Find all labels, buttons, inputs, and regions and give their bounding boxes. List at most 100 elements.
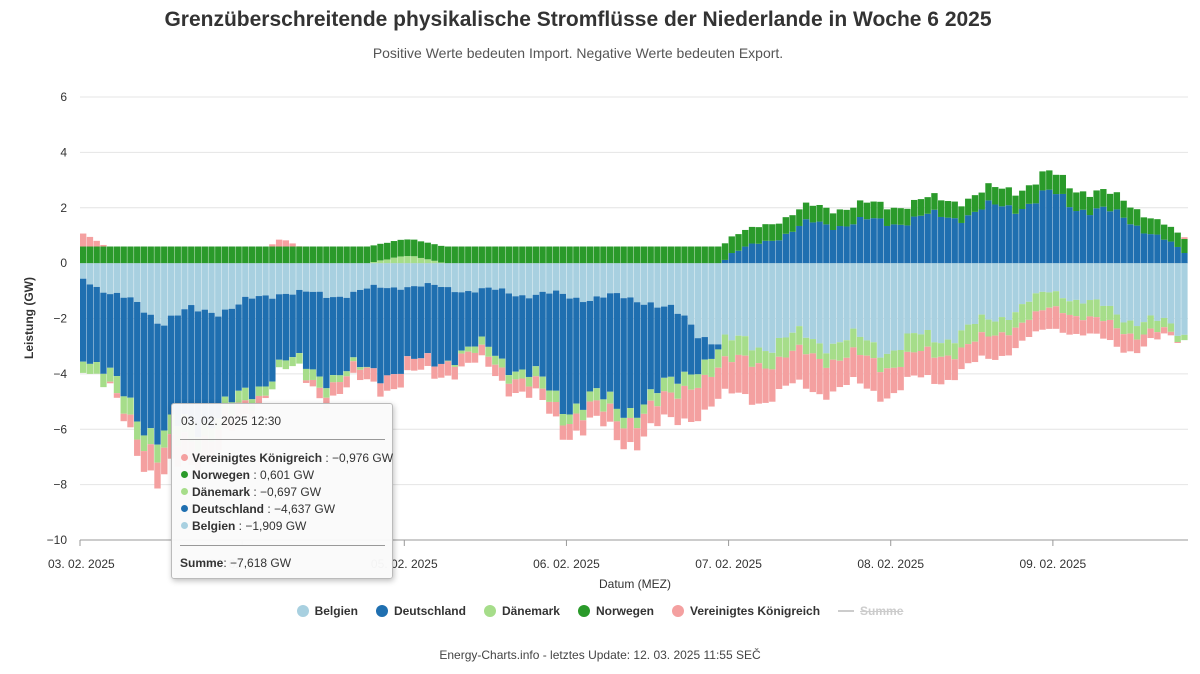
bar-vereinigtes-königreich[interactable] (742, 355, 749, 395)
bar-dänemark[interactable] (978, 314, 985, 333)
bar-norwegen[interactable] (343, 246, 350, 264)
bar-dänemark[interactable] (512, 371, 519, 380)
bar-vereinigtes-königreich[interactable] (404, 356, 411, 371)
bar-belgien[interactable] (634, 263, 641, 303)
bar-dänemark[interactable] (998, 317, 1006, 333)
bar-deutschland[interactable] (1032, 203, 1039, 264)
bar-norwegen[interactable] (1181, 238, 1188, 253)
bar-deutschland[interactable] (985, 200, 992, 264)
bar-dänemark[interactable] (634, 417, 641, 429)
bar-deutschland[interactable] (1019, 209, 1026, 264)
bar-dänemark[interactable] (1005, 319, 1012, 336)
bar-norwegen[interactable] (789, 215, 796, 232)
bar-norwegen[interactable] (951, 201, 958, 219)
bar-deutschland[interactable] (951, 218, 958, 264)
bar-norwegen[interactable] (431, 244, 438, 261)
bar-dänemark[interactable] (1160, 317, 1168, 328)
bar-norwegen[interactable] (519, 246, 526, 264)
bar-dänemark[interactable] (701, 359, 708, 375)
bar-vereinigtes-königreich[interactable] (654, 406, 661, 427)
bar-deutschland[interactable] (188, 305, 195, 424)
bar-dänemark[interactable] (688, 374, 695, 390)
bar-deutschland[interactable] (566, 298, 573, 415)
bar-deutschland[interactable] (384, 288, 391, 376)
bar-deutschland[interactable] (343, 297, 350, 372)
bar-dänemark[interactable] (242, 387, 249, 401)
bar-deutschland[interactable] (127, 297, 134, 398)
bar-belgien[interactable] (424, 263, 431, 284)
bar-deutschland[interactable] (357, 289, 364, 368)
bar-belgien[interactable] (1005, 263, 1012, 320)
bar-belgien[interactable] (661, 263, 668, 307)
bar-vereinigtes-königreich[interactable] (458, 353, 465, 367)
bar-belgien[interactable] (525, 263, 533, 299)
bar-dänemark[interactable] (877, 357, 884, 373)
bar-deutschland[interactable] (850, 224, 857, 264)
bar-deutschland[interactable] (661, 306, 668, 378)
bar-deutschland[interactable] (546, 293, 553, 391)
bar-deutschland[interactable] (1046, 189, 1053, 264)
bar-norwegen[interactable] (593, 246, 600, 264)
bar-belgien[interactable] (728, 263, 735, 341)
bar-deutschland[interactable] (586, 300, 594, 392)
bar-deutschland[interactable] (1066, 207, 1073, 264)
bar-norwegen[interactable] (377, 243, 384, 261)
bar-vereinigtes-königreich[interactable] (938, 356, 945, 385)
bar-belgien[interactable] (897, 263, 904, 350)
bar-vereinigtes-königreich[interactable] (1039, 310, 1046, 330)
bar-dänemark[interactable] (384, 259, 391, 264)
bar-norwegen[interactable] (296, 246, 303, 264)
bar-norwegen[interactable] (127, 246, 134, 264)
bar-deutschland[interactable] (694, 338, 702, 375)
bar-deutschland[interactable] (465, 291, 472, 347)
bar-vereinigtes-königreich[interactable] (951, 359, 958, 381)
bar-deutschland[interactable] (836, 226, 844, 264)
bar-deutschland[interactable] (1005, 205, 1012, 264)
bar-dänemark[interactable] (350, 357, 357, 362)
bar-norwegen[interactable] (782, 217, 789, 234)
bar-belgien[interactable] (248, 263, 256, 299)
bar-dänemark[interactable] (134, 421, 141, 440)
bar-dänemark[interactable] (924, 329, 931, 347)
bar-dänemark[interactable] (856, 336, 864, 356)
bar-dänemark[interactable] (275, 359, 283, 368)
bar-vereinigtes-königreich[interactable] (275, 239, 283, 247)
bar-vereinigtes-königreich[interactable] (302, 380, 310, 383)
bar-vereinigtes-königreich[interactable] (1133, 339, 1141, 354)
bar-dänemark[interactable] (606, 391, 614, 404)
bar-dänemark[interactable] (1086, 300, 1094, 317)
bar-norwegen[interactable] (931, 193, 938, 210)
bar-dänemark[interactable] (748, 350, 756, 367)
bar-norwegen[interactable] (532, 246, 540, 264)
bar-dänemark[interactable] (721, 334, 729, 357)
bar-deutschland[interactable] (336, 296, 344, 376)
bar-vereinigtes-königreich[interactable] (823, 367, 830, 400)
bar-dänemark[interactable] (363, 366, 371, 368)
bar-deutschland[interactable] (552, 290, 560, 391)
bar-norwegen[interactable] (1140, 217, 1148, 234)
bar-deutschland[interactable] (134, 301, 141, 422)
bar-belgien[interactable] (877, 263, 884, 358)
bar-dänemark[interactable] (971, 324, 979, 342)
bar-vereinigtes-königreich[interactable] (688, 389, 695, 422)
bar-belgien[interactable] (235, 263, 242, 305)
bar-norwegen[interactable] (965, 198, 972, 216)
bar-belgien[interactable] (1086, 263, 1094, 301)
bar-vereinigtes-königreich[interactable] (451, 366, 458, 380)
bar-norwegen[interactable] (897, 208, 904, 225)
bar-norwegen[interactable] (579, 246, 587, 264)
bar-belgien[interactable] (1160, 263, 1168, 318)
bar-belgien[interactable] (1174, 263, 1181, 336)
bar-deutschland[interactable] (1167, 241, 1175, 264)
bar-deutschland[interactable] (742, 246, 749, 264)
bar-deutschland[interactable] (958, 222, 965, 264)
bar-belgien[interactable] (721, 263, 729, 335)
bar-belgien[interactable] (451, 263, 458, 293)
bar-dänemark[interactable] (559, 414, 567, 426)
bar-dänemark[interactable] (1106, 305, 1114, 320)
bar-norwegen[interactable] (384, 242, 391, 260)
bar-belgien[interactable] (688, 263, 695, 325)
bar-vereinigtes-königreich[interactable] (343, 376, 350, 388)
bar-norwegen[interactable] (762, 224, 769, 241)
bar-dänemark[interactable] (843, 340, 850, 358)
